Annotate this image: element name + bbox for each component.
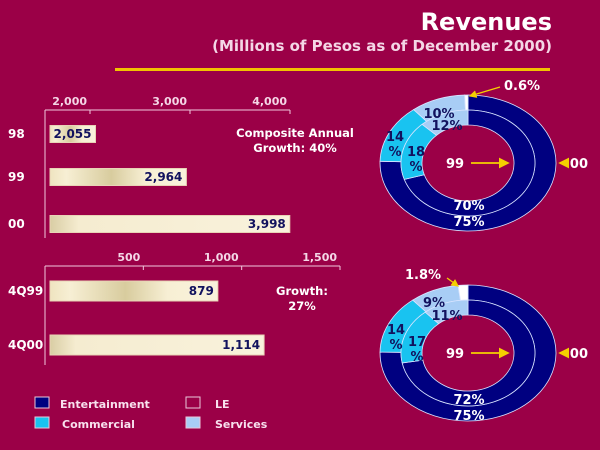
le-callout-arrow — [468, 86, 501, 98]
annual-bar-chart: 2,000 3,000 4,000 98 2,055 99 2,964 00 3,998 Comp… — [8, 95, 354, 238]
donut-slice-99-services — [421, 109, 469, 136]
inner-ring-year-label: 99 — [446, 157, 464, 172]
outer-ring-year-label: 00 — [570, 157, 588, 172]
growth-annotation: 27% — [288, 299, 316, 313]
slice-value-label: 14 — [387, 323, 405, 338]
le-callout-label: 0.6% — [504, 79, 540, 94]
quarterly-bar-chart: 500 1,000 1,500 4Q99 879 4Q00 1,114 Growth:27% — [8, 251, 341, 365]
legend-swatch-services — [185, 416, 201, 429]
bar-value-label: 1,114 — [222, 338, 260, 352]
legend: Entertainment LE Commercial Services — [34, 396, 268, 431]
legend-label-le: LE — [215, 398, 230, 411]
category-label: 00 — [8, 217, 25, 231]
donut-slice-99-entertainment — [403, 109, 536, 217]
inner-ring-year-label: 99 — [446, 347, 464, 362]
slice-value-label: % — [410, 350, 423, 365]
page-title: Revenues — [420, 8, 552, 36]
x-tick-label: 1,000 — [204, 251, 239, 264]
growth-annotation: Growth: 40% — [253, 141, 337, 155]
le-callout-arrow — [446, 277, 460, 287]
bar-value-label: 3,998 — [248, 217, 286, 231]
growth-annotation: Growth: — [276, 284, 328, 298]
outer-ring-year-label: 00 — [570, 347, 588, 362]
quarterly-mix-donut: 9%11%14% 17%72%75%1.8%99 00 — [379, 268, 588, 424]
legend-swatch-le — [185, 396, 201, 409]
slice-value-label: 12% — [431, 119, 462, 134]
slice-value-label: 10% — [423, 107, 454, 122]
legend-label-services: Services — [215, 418, 268, 431]
slice-value-label: 75% — [453, 409, 484, 424]
category-label: 98 — [8, 127, 25, 141]
title-underline — [115, 68, 550, 71]
slice-value-label: 9% — [423, 296, 445, 311]
x-tick-label: 1,500 — [302, 251, 337, 264]
slice-value-label: 11% — [431, 309, 462, 324]
bar — [49, 215, 291, 233]
x-tick-label: 500 — [117, 251, 140, 264]
bar-value-label: 879 — [189, 284, 214, 298]
legend-label-commercial: Commercial — [62, 418, 135, 431]
category-label: 99 — [8, 170, 25, 184]
donut-slice-00-le — [464, 94, 469, 111]
bar-value-label: 2,964 — [144, 170, 182, 184]
slice-value-label: 18 — [407, 145, 425, 160]
slice-value-label: % — [409, 160, 422, 175]
slice-value-label: 70% — [453, 199, 484, 214]
bar — [49, 280, 219, 302]
slice-value-label: % — [389, 338, 402, 353]
annual-mix-donut: 10%12%14% 18%70%75%0.6%99 00 — [379, 79, 588, 232]
bar — [49, 168, 187, 186]
page-subtitle: (Millions of Pesos as of December 2000) — [212, 37, 552, 55]
x-tick-label: 2,000 — [52, 95, 87, 108]
slice-value-label: % — [388, 145, 401, 160]
slice-value-label: 75% — [453, 215, 484, 230]
slice-value-label: 72% — [453, 393, 484, 408]
x-tick-label: 4,000 — [252, 95, 287, 108]
legend-swatch-entertainment — [34, 396, 50, 409]
legend-swatch-commercial — [34, 416, 50, 429]
category-label: 4Q00 — [8, 338, 43, 352]
growth-annotation: Composite Annual — [236, 126, 354, 140]
bar — [49, 334, 265, 356]
bar — [49, 125, 96, 143]
slice-value-label: 14 — [386, 130, 404, 145]
bar-value-label: 2,055 — [54, 127, 92, 141]
slice-value-label: 17 — [408, 335, 426, 350]
le-callout-label: 1.8% — [405, 268, 441, 283]
x-tick-label: 3,000 — [152, 95, 187, 108]
donut-slice-99-services — [424, 299, 469, 325]
legend-label-entertainment: Entertainment — [60, 398, 150, 411]
donut-slice-99-entertainment — [401, 299, 536, 407]
category-label: 4Q99 — [8, 284, 43, 298]
